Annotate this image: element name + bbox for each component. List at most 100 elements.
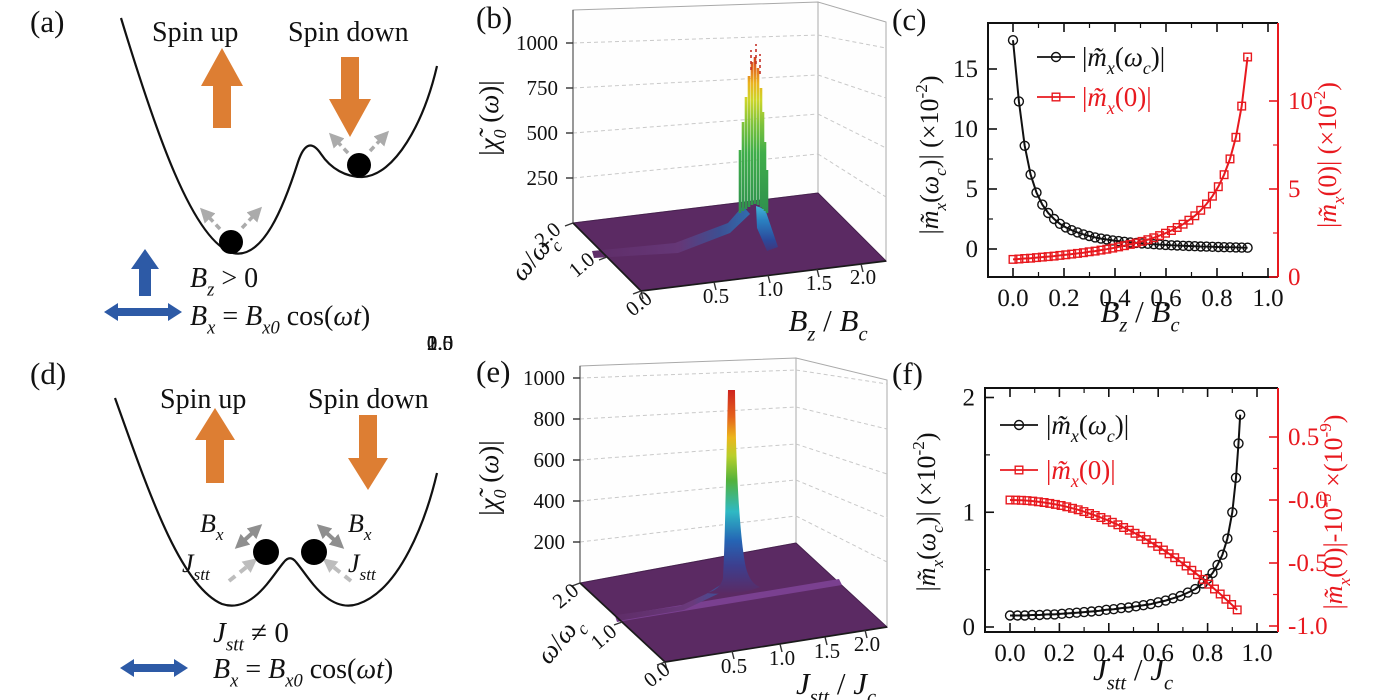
svg-text:|m̃x(0)|: |m̃x(0)| — [1046, 455, 1116, 491]
legend-label: |m̃x(ωc)| — [1046, 410, 1129, 446]
x-tick-label: 0.2 — [1044, 640, 1075, 667]
data-marker — [1060, 222, 1072, 233]
data-marker — [1227, 599, 1237, 609]
bx-field-arrow — [120, 659, 188, 677]
data-marker — [1190, 583, 1201, 595]
data-marker — [1011, 495, 1021, 505]
wall-gridline — [795, 443, 888, 475]
data-marker — [1183, 240, 1195, 252]
x-tick-label: 1.5 — [427, 0, 453, 5]
svg-text:Bz / Bc: Bz / Bc — [788, 303, 867, 345]
data-marker — [1236, 242, 1247, 253]
x-tick — [731, 650, 735, 660]
legend-entry: |m̃x(0)| — [1037, 82, 1152, 118]
data-marker — [1062, 502, 1072, 512]
x-tick-label: 1.5 — [427, 331, 453, 355]
data-marker — [1012, 610, 1023, 621]
x-tick-label: 1.0 — [1252, 285, 1283, 312]
data-marker — [1054, 218, 1066, 230]
x-axis-title: Bz / Bc — [788, 303, 867, 345]
data-marker — [1096, 512, 1106, 522]
y-tick — [632, 290, 642, 295]
data-marker — [1031, 187, 1042, 198]
y-right-tick-label: 10 — [1288, 88, 1313, 115]
data-marker — [1107, 517, 1117, 527]
x-tick-label: 0.0 — [427, 0, 453, 5]
y-left-tick-label: 10 — [953, 116, 978, 143]
spin-up-arrow — [201, 48, 243, 128]
data-marker — [1119, 241, 1129, 251]
svg-text:Bx: Bx — [200, 509, 224, 544]
data-marker — [1219, 170, 1229, 180]
data-marker — [1113, 235, 1124, 247]
wall-gridline — [795, 369, 888, 385]
legend-entry: |m̃x(ωc)| — [1000, 410, 1129, 446]
plot-walls — [579, 357, 888, 629]
y-tick — [564, 222, 574, 227]
data-marker — [1037, 252, 1047, 262]
x-tick-label: 0.4 — [1093, 640, 1125, 667]
legend-entry: |m̃x(0)| — [1000, 455, 1116, 491]
y-tick — [571, 582, 581, 587]
data-marker — [1102, 244, 1112, 254]
y-left-tick-label: 0 — [963, 614, 976, 641]
y-tick — [656, 661, 666, 666]
data-marker — [1130, 528, 1140, 538]
wall-gridline — [579, 515, 797, 543]
spin-down-label: Spin down — [308, 384, 429, 415]
data-marker — [1196, 205, 1206, 215]
data-marker — [1123, 602, 1134, 613]
data-marker — [1167, 593, 1179, 604]
data-marker — [1071, 607, 1082, 618]
data-marker — [1089, 232, 1101, 243]
data-marker — [1037, 199, 1048, 210]
bz-condition-label: Bz > 0 — [190, 263, 258, 300]
data-marker — [1072, 227, 1083, 238]
data-marker — [1177, 240, 1189, 252]
spin-ball-right — [301, 539, 327, 565]
data-marker — [1108, 243, 1118, 253]
wall-gridline — [579, 443, 797, 461]
data-marker — [1034, 609, 1045, 621]
wall-gridline — [572, 113, 819, 134]
data-marker — [1149, 233, 1159, 243]
y-right-tick-label: 0.5 — [1288, 424, 1319, 451]
wall-gridline — [579, 406, 797, 420]
axes: 0.0 0.2 0.4 0.6 0.8 1.0 0 1 2 0.5 -0.0 -0.5 -1.0 — [963, 385, 1328, 668]
data-marker — [1056, 608, 1068, 619]
wall-gridline — [572, 153, 819, 179]
legend-entry: |m̃x(ωc)| — [1037, 42, 1165, 78]
y-tick — [613, 621, 623, 626]
x-tick-label: 0.2 — [1048, 285, 1079, 312]
x-tick-label: 1.5 — [814, 639, 840, 663]
svg-text:|m̃x(ωc)| (×10-2): |m̃x(ωc)| (×10-2) — [909, 433, 947, 592]
data-marker — [1033, 497, 1043, 507]
data-marker — [1067, 249, 1077, 259]
bz-field-arrow — [131, 249, 159, 296]
svg-text:|χ̃0 (ω)|: |χ̃0 (ω)| — [474, 440, 510, 515]
data-marker — [1204, 579, 1214, 589]
x-tick-label: 0.0 — [427, 331, 453, 355]
oscillation-arrow — [368, 130, 390, 153]
x-tick — [664, 661, 668, 671]
data-marker — [1079, 507, 1089, 517]
data-marker — [1086, 606, 1097, 617]
data-marker — [1039, 497, 1049, 507]
svg-text:Jstt: Jstt — [182, 549, 211, 584]
data-marker — [1013, 419, 1025, 431]
y-right-axis-title: |m̃x(0)| (×10-2) — [1310, 82, 1348, 228]
x-tick-label: 2.0 — [427, 0, 453, 5]
data-marker — [1005, 495, 1015, 505]
wall-gridline — [795, 479, 888, 519]
data-marker — [1137, 236, 1147, 246]
data-marker — [1016, 495, 1026, 505]
panel-d-letter: (d) — [30, 356, 67, 391]
data-marker — [1056, 500, 1066, 510]
data-marker — [1049, 609, 1060, 620]
data-marker — [1210, 584, 1220, 594]
wall-gridline — [795, 406, 888, 430]
spin-down-arrow — [329, 57, 371, 137]
data-marker — [1213, 241, 1224, 253]
svg-text:Bz > 0: Bz > 0 — [190, 263, 258, 300]
